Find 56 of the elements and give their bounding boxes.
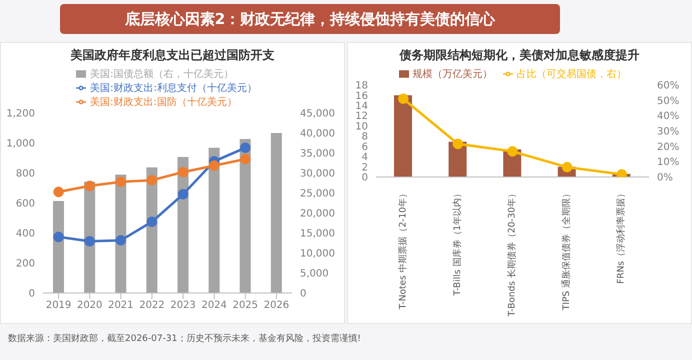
- x-tick-label: 2023: [170, 300, 196, 312]
- chart-title: 美国政府年度利息支出已超过国防开支: [70, 47, 276, 63]
- y-tick-label: 6: [362, 142, 368, 153]
- y-tick-label: 400: [16, 228, 35, 240]
- text: 底层核心因素2：财政无纪律，持续侵蚀持有美债的信心: [60, 4, 560, 34]
- x-tick-label: 2026: [264, 300, 290, 312]
- y2-tick-label: 20%: [657, 142, 680, 153]
- y-tick-label: 0: [362, 172, 368, 184]
- legend-label: 美国:财政支出:利息支付（十亿美元）: [90, 83, 257, 94]
- y2-tick-label: 45,000: [300, 108, 335, 120]
- y-tick-label: 200: [16, 258, 35, 270]
- y-tick-label: 12: [355, 111, 368, 122]
- y-tick-label: 1,000: [6, 138, 35, 150]
- y2-tick-label: 10,000: [300, 248, 335, 260]
- y2-tick-label: 60%: [657, 80, 680, 92]
- y-tick-label: 8: [362, 132, 368, 143]
- y-tick-label: 600: [16, 198, 35, 210]
- y2-tick-label: 50%: [657, 96, 680, 107]
- y2-tick-label: 5,000: [300, 268, 329, 280]
- y2-tick-label: 10%: [657, 157, 680, 168]
- x-tick-label: 2025: [232, 300, 258, 312]
- x-tick-label: 2024: [201, 300, 227, 312]
- y-tick-label: 14: [355, 100, 368, 112]
- y2-tick-label: 40,000: [300, 128, 335, 140]
- x-tick-label: 2020: [76, 300, 102, 312]
- y-tick-label: 1,200: [6, 108, 35, 120]
- x-tick-label: T-Bonds 长期债券（20-30年）: [506, 189, 518, 318]
- y2-tick-label: 0%: [657, 172, 673, 184]
- y2-tick-label: 35,000: [300, 148, 335, 160]
- x-tick-label: 2019: [46, 300, 72, 312]
- y-tick-label: 0: [28, 288, 35, 300]
- y-tick-label: 18: [355, 80, 368, 92]
- x-tick-label: FRNs（浮动利率票据）: [616, 189, 627, 284]
- x-tick-label: 2022: [139, 300, 165, 312]
- x-tick-label: T-Bills 国库券（1年以内）: [452, 189, 463, 297]
- y-tick-label: 800: [16, 168, 35, 180]
- y2-tick-label: 30%: [657, 126, 680, 138]
- y-tick-label: 10: [355, 121, 368, 132]
- legend-label: 规模（万亿美元）: [412, 69, 492, 80]
- y2-tick-label: 20,000: [300, 208, 335, 220]
- x-tick-label: 2021: [108, 300, 134, 312]
- x-tick-label: TIPS 通胀保值债券（全期限）: [561, 189, 572, 312]
- y-tick-label: 2: [362, 162, 368, 174]
- y2-tick-label: 30,000: [300, 168, 335, 180]
- legend-label: 美国:财政支出:国防（十亿美元）: [90, 97, 237, 108]
- y2-tick-label: 0: [300, 288, 306, 300]
- y2-tick-label: 15,000: [300, 228, 335, 240]
- y-tick-label: 4: [362, 152, 368, 164]
- y-tick-label: 16: [355, 90, 368, 102]
- y2-tick-label: 40%: [657, 111, 680, 122]
- chart-title: 债务期限结构短期化，美债对加息敏感度提升: [398, 47, 640, 63]
- y2-tick-label: 25,000: [300, 188, 335, 200]
- legend-label: 美国:国债总额（右，十亿美元）: [90, 69, 234, 80]
- source-note: 数据来源：美国财政部，截至2026-07-31；历史不预示未来，基金有风险，投资需谨慎!: [8, 332, 361, 345]
- x-tick-label: T-Notes 中期票据（2-10年）: [397, 189, 408, 310]
- legend-label: 占比（可交易国债，右）: [516, 69, 626, 80]
